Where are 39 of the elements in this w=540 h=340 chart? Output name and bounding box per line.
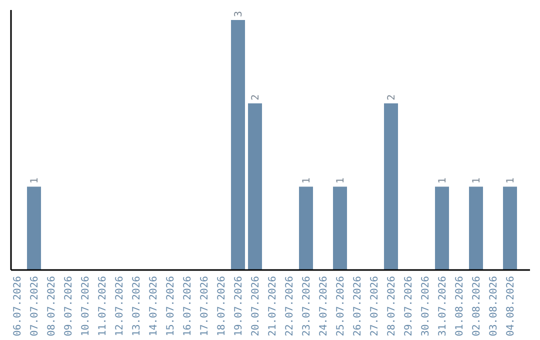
x-tick-label: 12.07.2026 — [114, 276, 126, 336]
x-tick-label: 09.07.2026 — [64, 276, 74, 336]
data-label: 1 — [336, 178, 346, 184]
x-tick-label: 13.07.2026 — [132, 276, 142, 336]
x-tick-label: 14.07.2026 — [148, 276, 160, 336]
x-tick-label: 27.07.2026 — [370, 276, 380, 336]
x-tick-label: 08.07.2026 — [46, 276, 58, 336]
x-tick-label: 19.07.2026 — [234, 276, 244, 336]
data-label: 1 — [302, 178, 312, 184]
x-tick-label: 03.08.2026 — [488, 276, 500, 336]
data-label: 2 — [250, 94, 262, 100]
x-tick-label: 07.07.2026 — [30, 276, 40, 336]
data-label: 2 — [386, 94, 398, 100]
x-tick-label: 26.07.2026 — [352, 276, 364, 336]
x-tick-label: 18.07.2026 — [216, 276, 228, 336]
x-tick-label: 30.07.2026 — [420, 276, 432, 336]
x-tick-label: 10.07.2026 — [80, 276, 92, 336]
data-label: 3 — [234, 10, 244, 17]
x-tick-label: 16.07.2026 — [182, 276, 194, 336]
x-tick-label: 11.07.2026 — [98, 276, 108, 336]
x-tick-label: 28.07.2026 — [386, 276, 398, 336]
x-tick-label: 20.07.2026 — [250, 276, 262, 336]
data-label: 1 — [30, 178, 40, 184]
x-tick-label: 21.07.2026 — [268, 276, 278, 336]
data-label: 1 — [472, 178, 482, 184]
x-tick-label: 23.07.2026 — [302, 276, 312, 336]
x-tick-label: 24.07.2026 — [318, 276, 330, 336]
x-tick-label: 02.08.2026 — [472, 276, 482, 336]
x-tick-label: 17.07.2026 — [200, 276, 210, 336]
x-tick-label: 06.07.2026 — [12, 276, 24, 336]
data-label: 1 — [506, 178, 516, 184]
data-label: 1 — [438, 178, 448, 184]
x-tick-label: 25.07.2026 — [336, 276, 346, 336]
x-tick-label: 22.07.2026 — [284, 276, 296, 336]
x-tick-label: 29.07.2026 — [404, 276, 414, 336]
x-tick-label: 01.08.2026 — [454, 276, 466, 336]
x-tick-label: 04.08.2026 — [506, 276, 516, 336]
x-tick-label: 31.07.2026 — [438, 276, 448, 336]
x-tick-label: 15.07.2026 — [166, 276, 176, 336]
